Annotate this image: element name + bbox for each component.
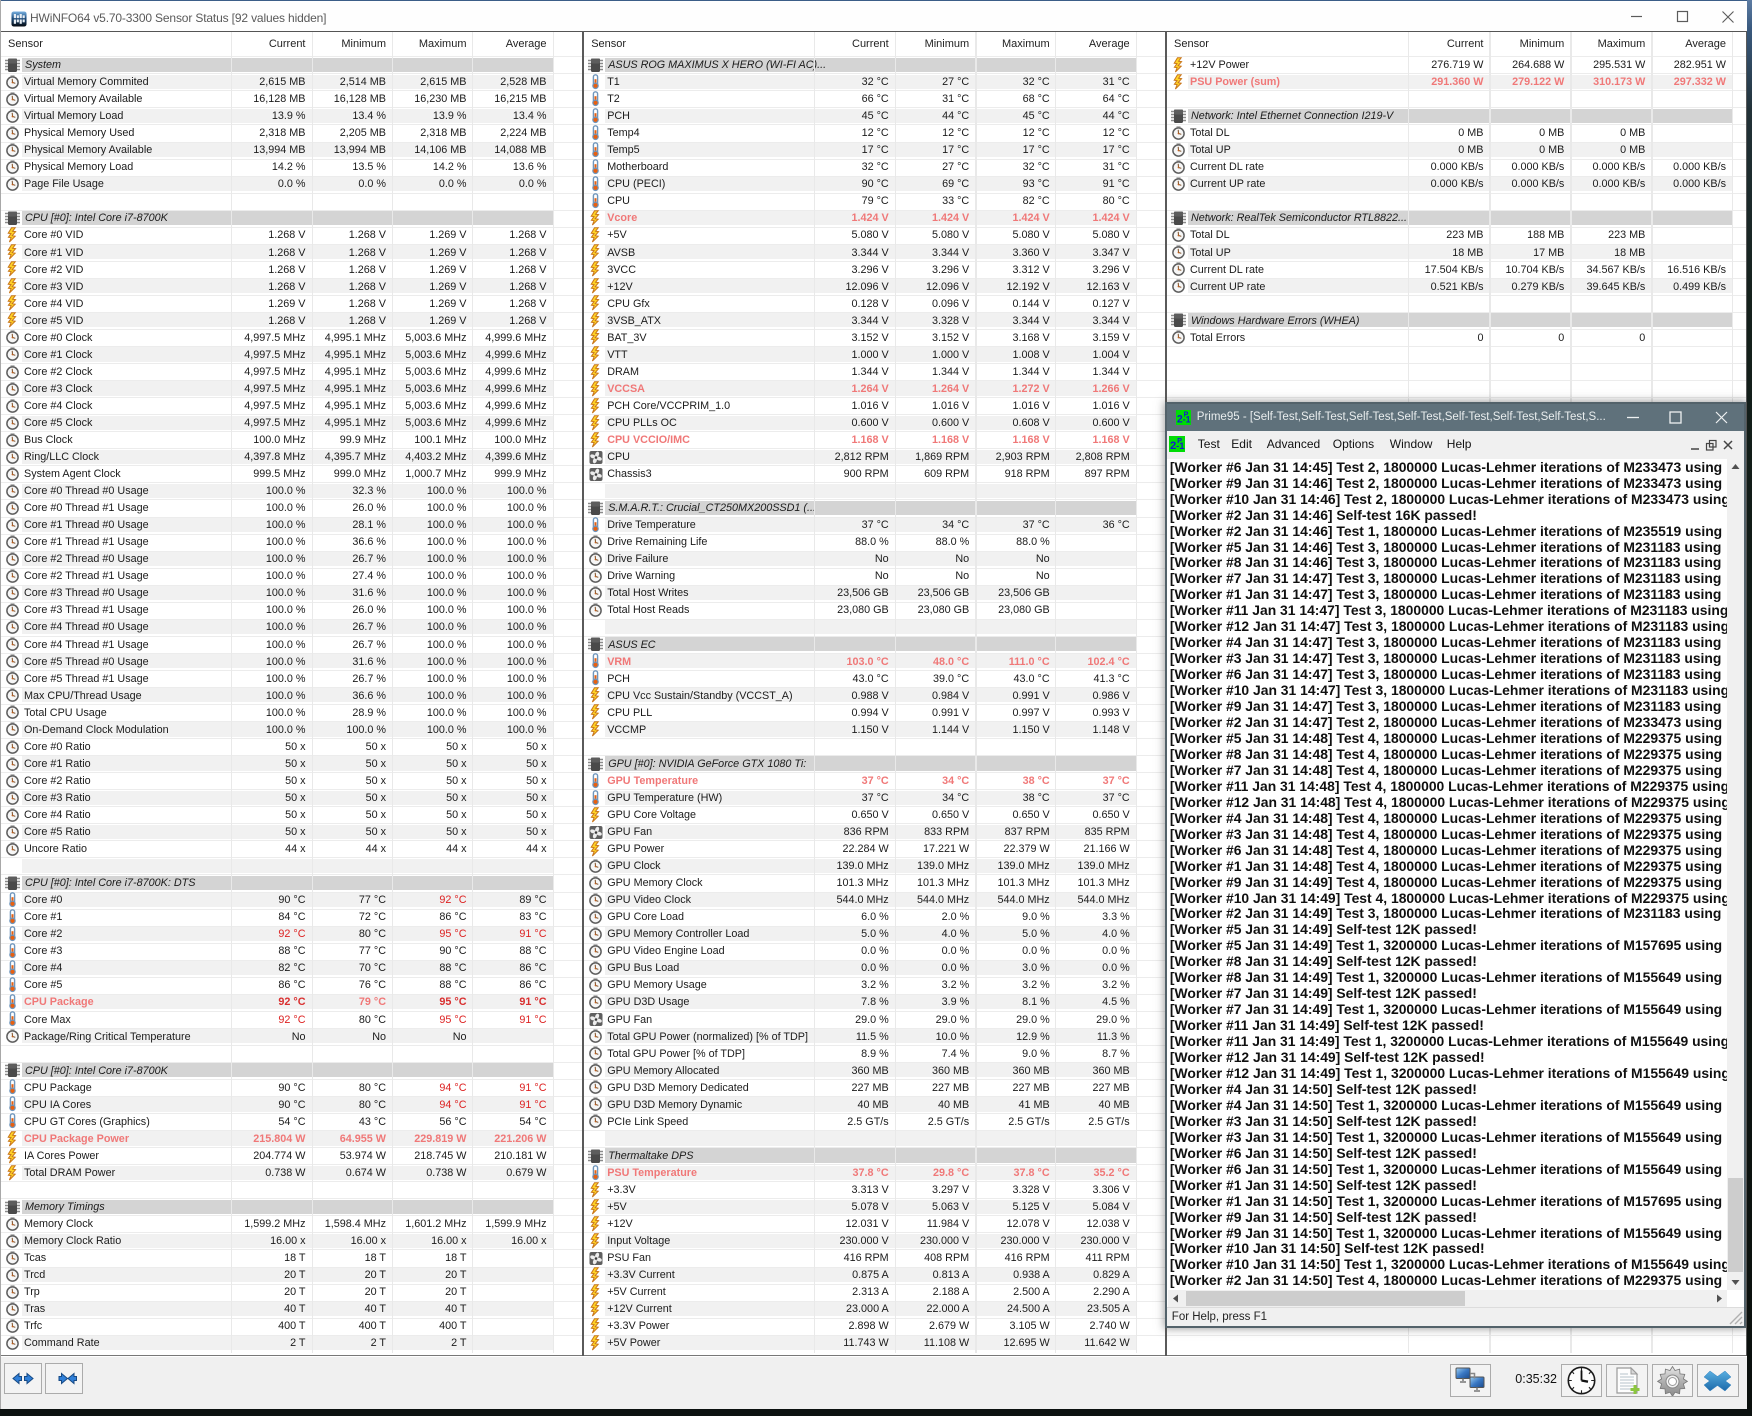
svg-text:-1: -1 xyxy=(1176,440,1184,451)
svg-text:2: 2 xyxy=(1170,440,1176,452)
svg-text:-1: -1 xyxy=(1183,414,1191,424)
svg-text:P: P xyxy=(1183,411,1188,418)
svg-text:P: P xyxy=(1177,436,1182,445)
svg-text:2: 2 xyxy=(1177,413,1183,425)
